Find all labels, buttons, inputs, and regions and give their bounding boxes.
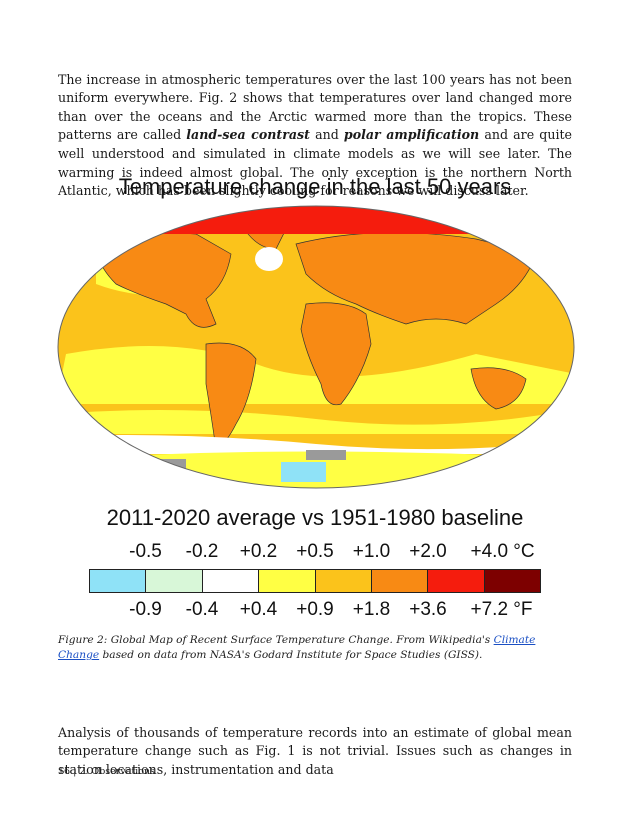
fahrenheit-label-6: +3.6 bbox=[409, 599, 447, 620]
globe-outline bbox=[57, 205, 575, 489]
legend-swatch-3 bbox=[202, 570, 260, 592]
fahrenheit-label-1: -0.9 bbox=[129, 599, 162, 620]
figure-caption: Figure 2: Global Map of Recent Surface T… bbox=[58, 633, 572, 663]
north-atlantic-cool-patch bbox=[255, 247, 283, 271]
arctic-region bbox=[58, 206, 574, 234]
legend-swatch-5 bbox=[315, 570, 372, 592]
southern-ocean-cool-band bbox=[58, 435, 574, 454]
southern-band bbox=[58, 409, 574, 434]
term-land-sea-contrast: land-sea contrast bbox=[186, 127, 310, 143]
celsius-label-5: +1.0 bbox=[352, 541, 391, 562]
figure-subtitle: 2011-2020 average vs 1951-1980 baseline bbox=[106, 505, 524, 530]
legend-swatch-6 bbox=[371, 570, 429, 592]
map-svg bbox=[57, 205, 575, 489]
legend-fahrenheit-row: -0.9 -0.4 +0.4 +0.9 +1.8 +3.6 +7.2 °F bbox=[89, 599, 541, 625]
australia bbox=[470, 367, 527, 410]
celsius-label-2: -0.2 bbox=[185, 541, 219, 562]
intro-text-1: The increase in atmospheric temperatures… bbox=[58, 71, 572, 143]
south-america bbox=[205, 342, 257, 450]
legend-swatch-2 bbox=[146, 570, 203, 592]
climate-change-link[interactable]: Climate Change bbox=[58, 634, 536, 661]
intro-text-3: and are quite well understood and simula… bbox=[58, 127, 573, 199]
caption-prefix: Figure 2: Global Map of Recent Surface T… bbox=[58, 634, 494, 646]
celsius-label-4: +0.5 bbox=[296, 541, 334, 562]
legend-swatch-7 bbox=[428, 570, 485, 592]
legend-swatch-4 bbox=[259, 570, 316, 592]
antarctic-cold-patch bbox=[281, 462, 326, 482]
legend-swatch-8 bbox=[484, 570, 540, 592]
celsius-label-1: -0.5 bbox=[129, 541, 162, 562]
fahrenheit-label-4: +0.9 bbox=[296, 599, 334, 620]
legend-celsius-row: -0.5 -0.2 +0.2 +0.5 +1.0 +2.0 +4.0 °C bbox=[89, 541, 541, 567]
analysis-paragraph: Analysis of thousands of temperature rec… bbox=[58, 724, 572, 777]
celsius-label-3: +0.2 bbox=[239, 541, 278, 562]
africa bbox=[300, 302, 372, 406]
figure-title: Temperature change in the last 50 years bbox=[118, 174, 512, 199]
term-polar-amplification: polar amplification bbox=[343, 127, 480, 143]
celsius-label-6: +2.0 bbox=[409, 541, 447, 562]
fahrenheit-label-3: +0.4 bbox=[239, 599, 278, 620]
page-footer: 16 | 2. Observations bbox=[58, 766, 155, 777]
intro-paragraph: The increase in atmospheric temperatures… bbox=[58, 71, 572, 201]
intro-text-2: and bbox=[309, 127, 344, 143]
caption-suffix: based on data from NASA's Godard Institu… bbox=[99, 649, 483, 661]
celsius-label-7: +4.0 °C bbox=[470, 541, 535, 562]
legend-swatch-1 bbox=[90, 570, 147, 592]
legend-color-bar bbox=[89, 569, 541, 593]
temperature-map bbox=[56, 204, 576, 490]
fahrenheit-label-2: -0.4 bbox=[185, 599, 219, 620]
no-data-patch-east bbox=[306, 450, 346, 460]
no-data-patch-west bbox=[126, 459, 186, 471]
fahrenheit-label-7: +7.2 °F bbox=[470, 599, 533, 620]
fahrenheit-label-5: +1.8 bbox=[352, 599, 391, 620]
tropical-band bbox=[58, 346, 574, 404]
color-legend: -0.5 -0.2 +0.2 +0.5 +1.0 +2.0 +4.0 °C -0.9 -0.4… bbox=[89, 541, 541, 631]
